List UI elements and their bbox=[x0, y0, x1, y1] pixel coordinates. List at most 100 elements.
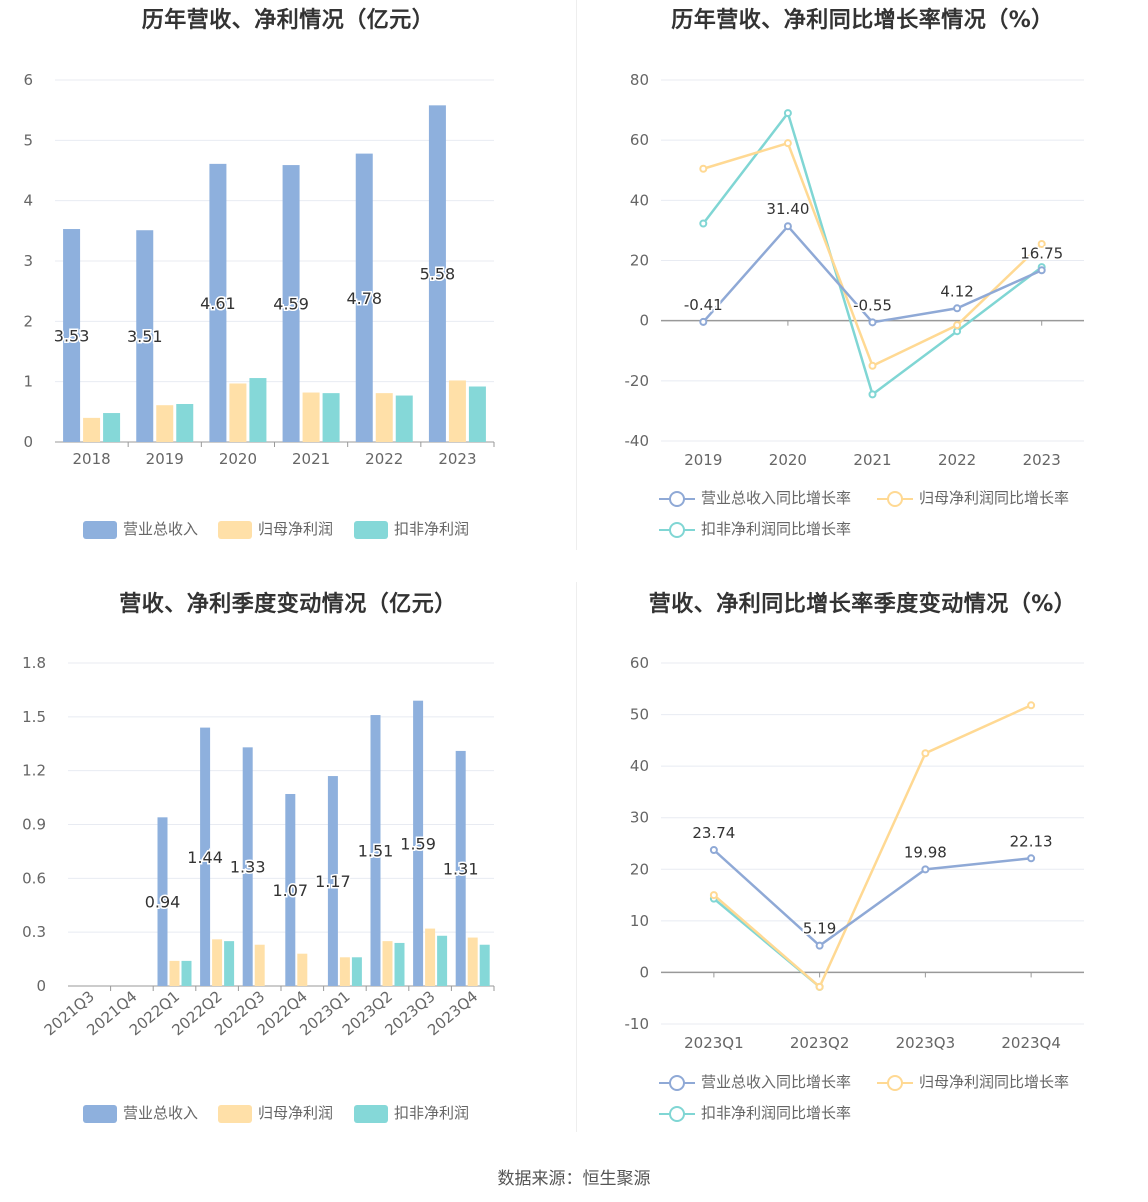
chart-title: 历年营收、净利同比增长率情况（%） bbox=[671, 8, 1054, 33]
y-tick-label: 20 bbox=[630, 252, 649, 270]
legend-item[interactable]: 归母净利润 bbox=[218, 518, 333, 539]
legend-label: 营业总收入 bbox=[123, 1104, 199, 1122]
data-point bbox=[783, 222, 792, 231]
y-tick-label: 1 bbox=[23, 373, 33, 391]
bar-revenue bbox=[209, 163, 227, 442]
legend-item[interactable]: 营业总收入 bbox=[83, 1102, 198, 1123]
y-tick-label: 0 bbox=[639, 963, 649, 981]
bar-deducted-profit bbox=[468, 386, 486, 442]
data-label: 31.40 bbox=[766, 200, 809, 218]
data-point bbox=[921, 749, 930, 758]
data-point bbox=[709, 845, 718, 854]
data-point bbox=[868, 318, 877, 327]
bar-deducted-profit bbox=[322, 393, 340, 442]
annual-growth-chart: -40 -20 0 20 40 60 80 2019 2020 2021 2022 2023 -0.41… bbox=[625, 71, 1084, 469]
data-label: 23.74 bbox=[692, 824, 735, 842]
data-point bbox=[783, 139, 792, 148]
legend-swatch bbox=[659, 490, 695, 508]
legend-item[interactable]: 扣非净利润 bbox=[354, 518, 469, 539]
bar-net-profit bbox=[467, 937, 478, 986]
legend-swatch bbox=[877, 1074, 913, 1092]
y-tick-label: 0 bbox=[23, 433, 33, 451]
x-tick-label: 2021 bbox=[853, 451, 891, 469]
legend-label: 营业总收入同比增长率 bbox=[701, 489, 852, 507]
data-point bbox=[868, 390, 877, 399]
legend-item[interactable]: 归母净利润同比增长率 bbox=[877, 487, 1069, 508]
legend-label: 营业总收入 bbox=[123, 520, 199, 538]
legend-item[interactable]: 营业总收入同比增长率 bbox=[659, 487, 851, 508]
bar-deducted-profit bbox=[224, 941, 235, 986]
legend: 营业总收入 归母净利润 扣非净利润 bbox=[0, 1102, 576, 1142]
data-point bbox=[699, 219, 708, 228]
bar-net-profit bbox=[302, 392, 320, 442]
vertical-divider bbox=[576, 0, 577, 550]
data-point bbox=[815, 941, 824, 950]
series-line-revenue bbox=[713, 849, 1032, 948]
annual-revenue-profit-panel: 历年营收、净利情况（亿元） 0 1 2 3 4 5 6 2018 3.53 2019 3.51 202… bbox=[0, 0, 576, 560]
data-label: 16.75 bbox=[1020, 244, 1063, 262]
quarterly-revenue-profit-chart: 00.30.60.91.21.51.82021Q32021Q42022Q10.9… bbox=[22, 654, 495, 1039]
legend-item[interactable]: 扣非净利润同比增长率 bbox=[659, 518, 851, 539]
x-tick-label: 2023 bbox=[438, 450, 476, 468]
legend-item[interactable]: 扣非净利润 bbox=[354, 1102, 469, 1123]
y-tick-label: 6 bbox=[23, 71, 33, 89]
bar-net-profit bbox=[339, 957, 350, 986]
data-label: 4.61 bbox=[200, 294, 236, 313]
bar-deducted-profit bbox=[394, 942, 405, 986]
data-point bbox=[815, 982, 824, 991]
legend-item[interactable]: 归母净利润 bbox=[218, 1102, 333, 1123]
bar-revenue bbox=[200, 727, 211, 986]
bar-deducted-profit bbox=[103, 413, 121, 442]
data-label: -0.41 bbox=[684, 296, 723, 314]
y-tick-label: 1.5 bbox=[22, 708, 46, 726]
data-label: 1.07 bbox=[272, 881, 308, 900]
bar-revenue bbox=[157, 817, 168, 986]
legend-label: 归母净利润同比增长率 bbox=[919, 489, 1070, 507]
data-point bbox=[1027, 854, 1036, 863]
y-tick-label: 80 bbox=[630, 71, 649, 89]
bar-deducted-profit bbox=[181, 960, 192, 986]
bar-deducted-profit bbox=[249, 378, 267, 442]
bar-net-profit bbox=[297, 953, 308, 986]
x-tick-label: 2019 bbox=[684, 451, 722, 469]
x-tick-label: 2018 bbox=[72, 450, 110, 468]
y-tick-label: 0.3 bbox=[22, 923, 46, 941]
bar-revenue bbox=[63, 229, 81, 442]
data-point bbox=[1037, 266, 1046, 275]
bar-revenue bbox=[285, 793, 296, 986]
bar-revenue bbox=[370, 715, 381, 986]
annual-revenue-profit-chart: 0 1 2 3 4 5 6 2018 3.53 2019 3.51 2020 4.61 2021 4.59 2… bbox=[23, 71, 495, 468]
legend-label: 归母净利润 bbox=[258, 520, 334, 538]
bar-revenue bbox=[428, 105, 446, 442]
legend-item[interactable]: 营业总收入同比增长率 bbox=[659, 1071, 851, 1092]
data-point bbox=[709, 891, 718, 900]
bar-net-profit bbox=[156, 405, 174, 442]
y-tick-label: 50 bbox=[630, 706, 649, 724]
legend-item[interactable]: 归母净利润同比增长率 bbox=[877, 1071, 1069, 1092]
bar-deducted-profit bbox=[351, 957, 362, 986]
bar-net-profit bbox=[229, 383, 247, 442]
data-label: 0.94 bbox=[145, 893, 181, 912]
bar-deducted-profit bbox=[479, 944, 490, 986]
data-source: 数据来源：恒生聚源 bbox=[497, 1169, 651, 1189]
x-tick-label: 2023Q2 bbox=[790, 1034, 850, 1052]
data-label: 1.33 bbox=[230, 858, 266, 877]
y-tick-label: 5 bbox=[23, 131, 33, 149]
data-label: 19.98 bbox=[904, 843, 947, 861]
legend-item[interactable]: 扣非净利润同比增长率 bbox=[659, 1102, 851, 1123]
bar-net-profit bbox=[375, 393, 393, 442]
data-point bbox=[699, 317, 708, 326]
data-point bbox=[699, 164, 708, 173]
legend-item[interactable]: 营业总收入 bbox=[83, 518, 198, 539]
legend-swatch bbox=[659, 1105, 695, 1123]
data-label: 1.51 bbox=[358, 842, 394, 861]
data-point bbox=[921, 865, 930, 874]
data-label: 1.31 bbox=[443, 859, 479, 878]
bar-net-profit bbox=[212, 939, 223, 986]
series-line-net-profit bbox=[702, 141, 1043, 368]
data-point bbox=[868, 361, 877, 370]
legend-swatch bbox=[83, 520, 117, 539]
y-tick-label: 1.2 bbox=[22, 762, 46, 780]
bar-net-profit bbox=[448, 380, 466, 442]
chart-title: 营收、净利季度变动情况（亿元） bbox=[119, 592, 457, 617]
